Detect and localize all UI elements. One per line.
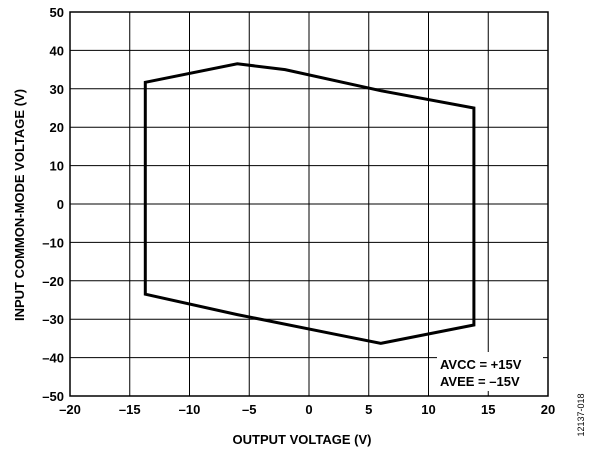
y-tick-label: 0 [57,197,64,212]
grid-lines [69,11,549,397]
x-tick-label: 15 [481,402,495,417]
y-tick-label: 30 [50,82,64,97]
y-axis-ticks: 50 40 30 20 10 0 –10 –20 –30 –40 –50 [42,5,64,404]
y-tick-label: 10 [50,159,64,174]
x-axis-ticks: –20 –15 –10 –5 0 5 10 15 20 [59,402,555,417]
series-group [143,62,476,345]
plot-frame [69,11,549,397]
x-tick-label: 10 [421,402,435,417]
y-axis-title: INPUT COMMON-MODE VOLTAGE (V) [12,89,27,321]
y-tick-label: 50 [50,5,64,20]
x-tick-label: –5 [242,402,256,417]
y-tick-label: –10 [42,235,64,250]
x-tick-label: –10 [179,402,201,417]
x-tick-label: 0 [305,402,312,417]
y-tick-label: –20 [42,274,64,289]
annotation-avee: AVEE = –15V [440,374,520,389]
x-axis-title: OUTPUT VOLTAGE (V) [233,432,372,447]
series-line-0 [143,62,476,345]
y-tick-label: –50 [42,389,64,404]
figure-id: 12137-018 [576,393,586,436]
y-tick-label: –30 [42,312,64,327]
x-tick-label: 20 [541,402,555,417]
x-tick-label: 5 [365,402,372,417]
y-tick-label: –40 [42,351,64,366]
y-tick-label: 40 [50,43,64,58]
annotation-background [437,352,543,391]
y-tick-label: 20 [50,120,64,135]
annotation-avcc: AVCC = +15V [440,357,522,372]
x-tick-label: –20 [59,402,81,417]
x-tick-label: –15 [119,402,141,417]
